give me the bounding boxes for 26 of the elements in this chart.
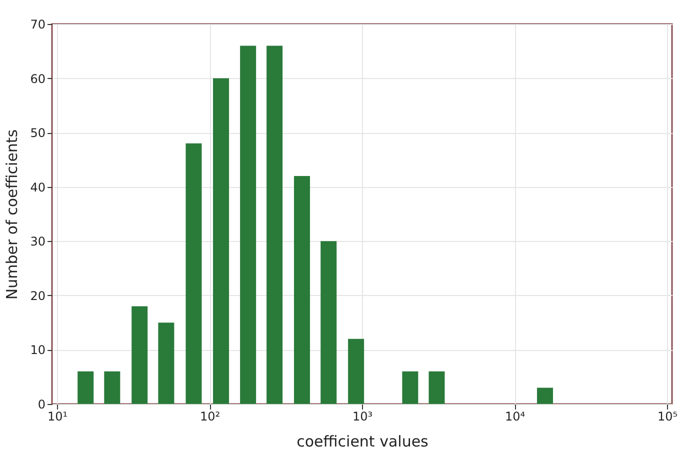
y-axis-title: Number of coefficients (3, 129, 22, 300)
bar (213, 78, 230, 404)
bar (320, 241, 337, 404)
x-axis-title: coefficient values (296, 432, 429, 450)
y-tick-label: 0 (38, 398, 46, 412)
x-tick-label: 10¹ (47, 410, 68, 424)
bar (158, 322, 174, 404)
y-tick-label: 10 (30, 343, 46, 358)
y-tick-label: 40 (30, 180, 46, 194)
bar (78, 371, 94, 404)
x-tick-label: 10⁵ (657, 410, 678, 424)
bar (294, 176, 310, 404)
bar (186, 143, 202, 404)
bar (348, 338, 364, 404)
x-tick-label: 10² (200, 410, 220, 424)
bar (132, 306, 148, 404)
bar (104, 371, 120, 404)
y-tick-label: 30 (30, 234, 46, 249)
y-tick-label: 60 (30, 72, 46, 86)
y-tick-label: 20 (30, 288, 46, 303)
x-tick-label: 10³ (352, 410, 373, 424)
bar (240, 46, 256, 404)
y-tick-label: 70 (30, 18, 46, 32)
bar (266, 46, 283, 404)
x-tick-label: 10⁴ (504, 410, 526, 424)
y-tick-label: 50 (30, 126, 46, 140)
